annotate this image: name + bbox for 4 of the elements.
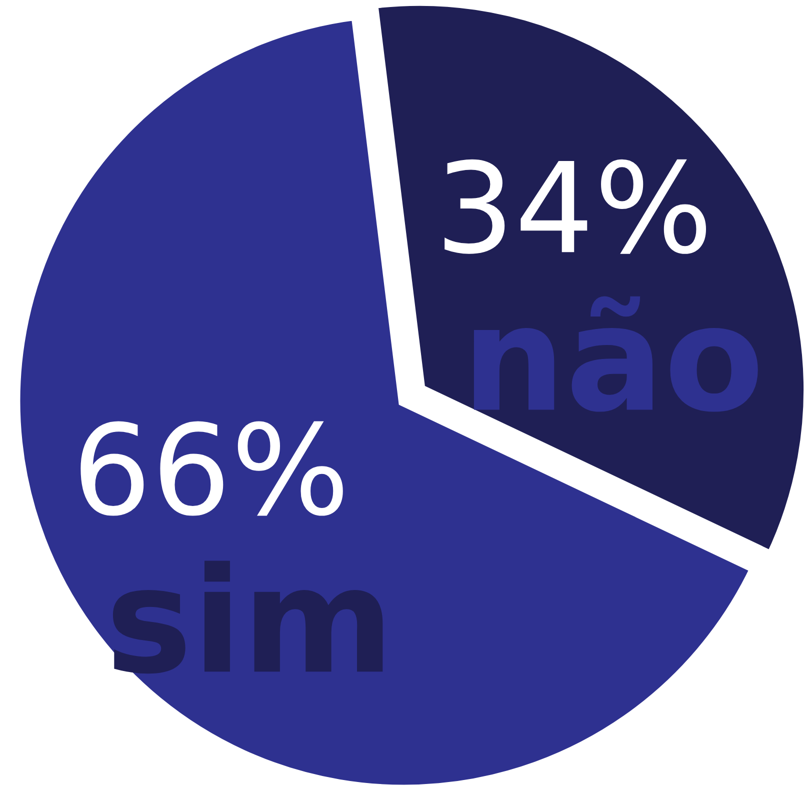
slice-label: não [474,296,758,412]
data-label: 66% [80,421,343,516]
slice-label: sim [112,560,383,674]
data-label: 34% [444,159,706,254]
